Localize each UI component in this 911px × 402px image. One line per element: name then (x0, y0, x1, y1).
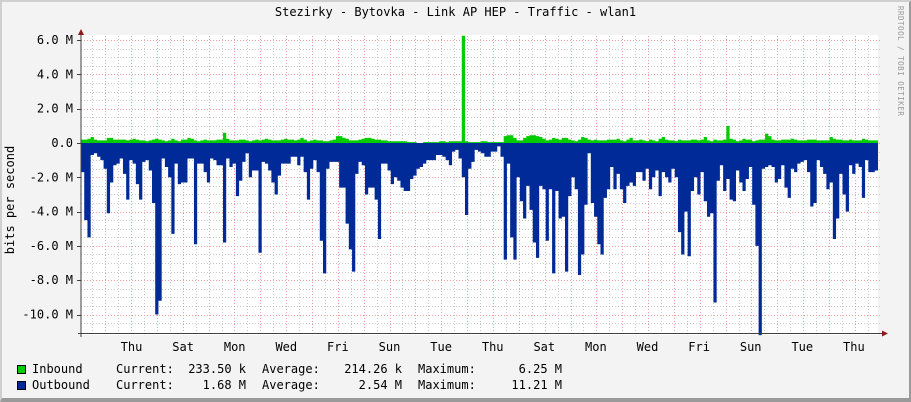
legend-inbound-name: Inbound (32, 362, 83, 376)
x-axis-ticks: Thu Sat Mon Wed Fri Sun Tue Thu Sat Mon Wed Fri Sun T… (121, 340, 865, 354)
x-tick-label: Wed (275, 340, 297, 354)
x-tick-label: Sat (172, 340, 194, 354)
legend-row-inbound: Inbound Current: 233.50 k Average: 214.2… (17, 361, 562, 377)
x-tick-label: Mon (585, 340, 607, 354)
grid-minor (81, 36, 880, 333)
legend-outbound-average: 2.54 M (358, 378, 402, 392)
x-tick-label: Thu (121, 340, 143, 354)
x-tick-label: Sat (533, 340, 555, 354)
x-axis-arrow-icon (882, 330, 888, 337)
x-tick-label: Sun (740, 340, 762, 354)
y-axis-arrow-icon (78, 29, 84, 35)
y-tick-label: 4.0 M (37, 67, 73, 81)
legend: Inbound Current: 233.50 k Average: 214.2… (17, 361, 562, 393)
x-tick-label: Tue (430, 340, 452, 354)
legend-row-outbound: Outbound Current: 1.68 M Average: 2.54 M… (17, 377, 562, 393)
x-tick-label: Sun (379, 340, 401, 354)
y-tick-label: 6.0 M (37, 33, 73, 47)
x-tick-label: Fri (327, 340, 349, 354)
legend-inbound-current: 233.50 k (188, 362, 246, 376)
legend-outbound-name: Outbound (32, 378, 90, 392)
rrdtool-watermark: RRDTOOL / TOBI OETIKER (896, 6, 905, 117)
legend-inbound-average-label: Average: (262, 362, 320, 376)
legend-inbound-maximum-label: Maximum: (418, 362, 476, 376)
x-tick-label: Tue (791, 340, 813, 354)
y-tick-label: -2.0 M (30, 170, 73, 184)
x-tick-label: Thu (482, 340, 504, 354)
legend-outbound-current-label: Current: (116, 378, 174, 392)
inbound-swatch (17, 364, 26, 374)
y-tick-label: 2.0 M (37, 102, 73, 116)
series-outbound-area (81, 143, 878, 336)
legend-inbound-current-label: Current: (116, 362, 174, 376)
legend-inbound-maximum: 6.25 M (518, 362, 562, 376)
legend-outbound-maximum: 11.21 M (511, 378, 562, 392)
legend-outbound-average-label: Average: (262, 378, 320, 392)
x-tick-label: Thu (843, 340, 865, 354)
x-tick-label: Wed (637, 340, 659, 354)
y-tick-label: -6.0 M (30, 239, 73, 253)
outbound-swatch (17, 380, 26, 390)
y-axis-ticks: 6.0 M 4.0 M 2.0 M 0.0 -2.0 M -4.0 M -6.0 M -8.0… (22, 33, 81, 322)
x-tick-label: Fri (688, 340, 710, 354)
y-tick-label: -10.0 M (22, 308, 73, 322)
chart-title: Stezirky - Bytovka - Link AP HEP - Traff… (274, 5, 637, 19)
x-tick-label: Mon (224, 340, 246, 354)
y-tick-label: -8.0 M (30, 273, 73, 287)
legend-inbound-average: 214.26 k (344, 362, 402, 376)
y-tick-label: 0.0 (51, 136, 73, 150)
legend-outbound-current: 1.68 M (202, 378, 246, 392)
y-tick-label: -4.0 M (30, 205, 73, 219)
legend-outbound-maximum-label: Maximum: (418, 378, 476, 392)
